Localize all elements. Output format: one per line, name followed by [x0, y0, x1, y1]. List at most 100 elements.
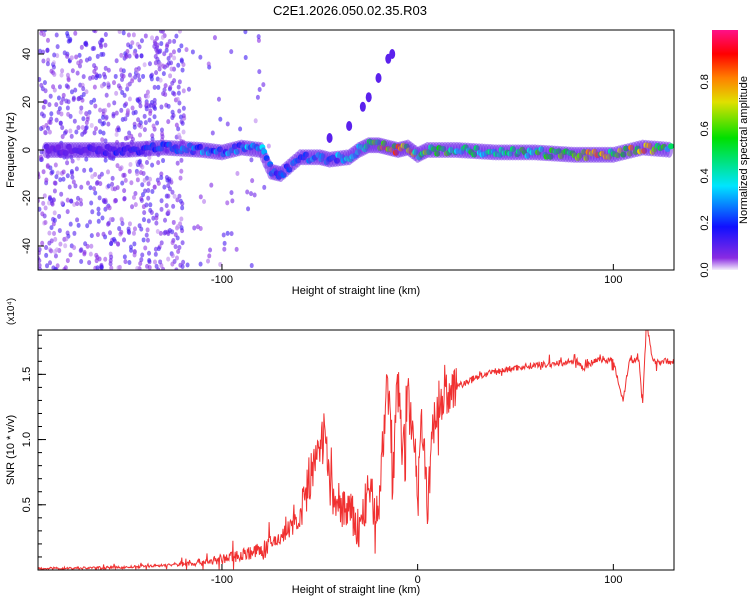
noise-cell: [174, 255, 179, 261]
noise-cell: [83, 241, 88, 247]
noise-cell: [79, 105, 84, 111]
noise-cell: [143, 33, 148, 39]
noise-cell: [49, 68, 54, 74]
noise-cell: [137, 77, 142, 83]
noise-cell: [135, 97, 140, 103]
noise-cell: [126, 226, 131, 232]
noise-cell: [176, 84, 181, 90]
noise-cell: [163, 92, 168, 98]
noise-cell: [92, 30, 97, 33]
noise-cell: [106, 169, 111, 175]
noise-cell: [161, 158, 166, 164]
noise-cell: [61, 92, 66, 98]
noise-cell: [149, 102, 154, 108]
noise-cell: [123, 116, 128, 122]
noise-cell: [49, 197, 54, 203]
noise-cell: [179, 43, 184, 49]
noise-cell: [71, 179, 76, 185]
noise-cell: [76, 125, 81, 131]
noise-cell: [125, 135, 130, 141]
noise-cell: [170, 253, 175, 259]
noise-cell: [171, 49, 176, 55]
noise-cell: [80, 124, 85, 130]
noise-cell: [69, 133, 74, 139]
noise-cell: [174, 33, 179, 39]
noise-cell: [93, 126, 98, 132]
noise-cell: [63, 243, 68, 249]
noise-cell: [139, 197, 144, 203]
noise-cell: [177, 47, 182, 53]
noise-cell: [155, 45, 160, 51]
noise-cell: [131, 32, 136, 38]
noise-cell: [108, 217, 113, 223]
noise-cell: [257, 86, 262, 92]
noise-cell: [59, 72, 64, 78]
noise-cell: [170, 240, 175, 246]
noise-cell: [62, 130, 67, 136]
noise-cell: [58, 120, 63, 126]
noise-cell: [100, 137, 105, 143]
noise-cell: [60, 200, 65, 206]
noise-cell: [180, 264, 185, 270]
noise-cell: [158, 77, 163, 83]
noise-cell: [122, 92, 127, 98]
bottom-plot-frame: [37, 329, 675, 571]
noise-cell: [65, 197, 70, 203]
noise-cell: [81, 74, 86, 80]
noise-cell: [52, 230, 57, 236]
noise-cell: [198, 54, 203, 60]
noise-cell: [153, 41, 158, 47]
noise-cell: [88, 251, 93, 257]
noise-cell: [45, 61, 50, 67]
noise-cell: [60, 134, 65, 140]
noise-cell: [145, 93, 150, 99]
noise-cell: [174, 267, 179, 270]
noise-cell: [51, 265, 56, 270]
noise-cell: [112, 186, 117, 192]
noise-cell: [146, 195, 151, 201]
noise-cell: [51, 64, 56, 70]
noise-cell: [198, 261, 203, 267]
branch-cell: [359, 101, 366, 112]
noise-cell: [55, 247, 60, 253]
noise-cell: [98, 107, 103, 113]
noise-cell: [88, 167, 93, 173]
noise-cell: [151, 123, 156, 129]
noise-cell: [135, 177, 140, 183]
noise-cell: [101, 231, 106, 237]
y-tick-label: 0.5: [21, 497, 33, 512]
noise-cell: [164, 174, 169, 180]
noise-cell: [225, 200, 230, 206]
noise-cell: [131, 194, 136, 200]
noise-cell: [178, 114, 183, 120]
noise-cell: [192, 225, 197, 231]
noise-cell: [127, 72, 132, 78]
noise-cell: [147, 250, 152, 256]
noise-cell: [175, 160, 180, 166]
noise-cell: [40, 240, 45, 246]
noise-cell: [185, 262, 190, 268]
noise-cell: [116, 265, 121, 270]
noise-cell: [133, 109, 138, 115]
noise-cell: [119, 229, 124, 235]
noise-cell: [156, 180, 161, 186]
noise-cell: [63, 265, 68, 270]
noise-cell: [59, 111, 64, 117]
noise-cell: [106, 67, 111, 73]
noise-cell: [164, 47, 169, 53]
y-tick-label: 40: [21, 48, 33, 60]
noise-cell: [45, 48, 50, 54]
noise-cell: [176, 90, 181, 96]
noise-cell: [164, 43, 169, 49]
noise-cell: [122, 196, 127, 202]
noise-cell: [249, 191, 254, 197]
noise-cell: [114, 90, 119, 96]
noise-cell: [116, 127, 121, 133]
noise-cell: [130, 105, 135, 111]
noise-cell: [177, 79, 182, 85]
noise-cell: [104, 92, 109, 98]
noise-cell: [88, 75, 93, 81]
noise-cell: [229, 49, 234, 55]
noise-cell: [234, 246, 239, 252]
noise-cell: [161, 63, 166, 69]
